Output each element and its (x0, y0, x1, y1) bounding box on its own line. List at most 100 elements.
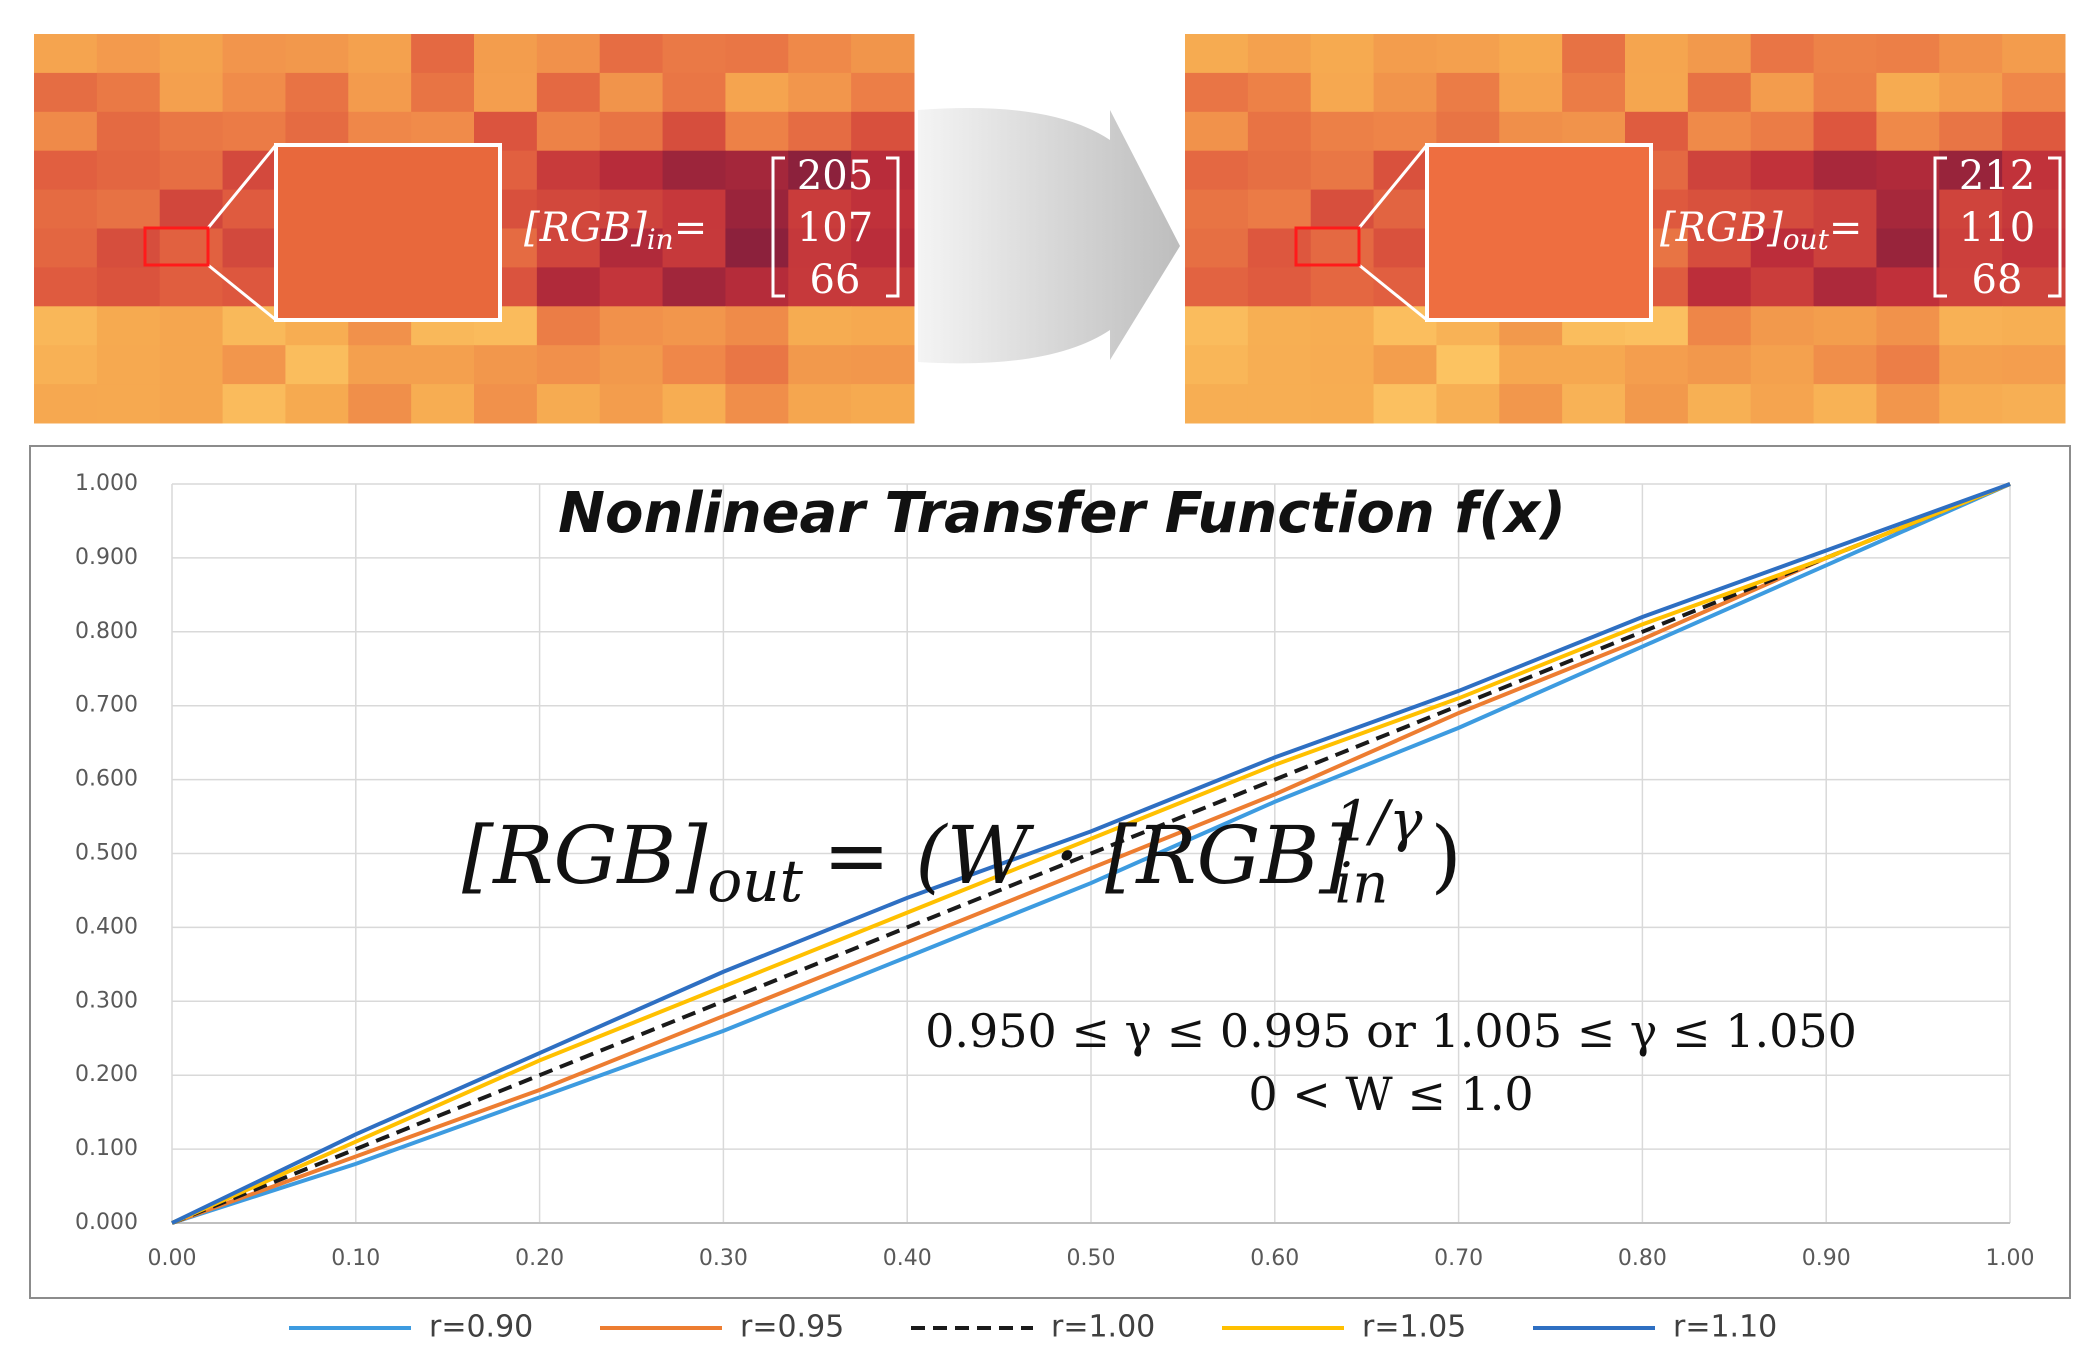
heat-cell (159, 34, 224, 74)
heat-cell (536, 267, 601, 307)
heat-cell (662, 228, 726, 268)
heat-cell (599, 306, 664, 346)
heat-cell (851, 345, 915, 385)
heat-cell (1373, 72, 1437, 113)
y-tick-label: 1.000 (75, 471, 138, 496)
heat-cell (1876, 384, 1940, 424)
heat-cell (662, 150, 726, 191)
heat-cell (1750, 384, 1815, 424)
heat-cell (1247, 306, 1312, 346)
heat-cell (1939, 306, 2003, 346)
heat-cell (2002, 384, 2066, 424)
heat-cell (1562, 34, 1626, 74)
heat-cell (1939, 72, 2003, 113)
heat-cell (1939, 34, 2003, 74)
heat-cell (96, 189, 161, 229)
heat-cell (1499, 384, 1563, 424)
heat-cell (788, 267, 852, 307)
heat-cell (159, 72, 224, 113)
heat-cell (599, 228, 664, 268)
chart-frame (29, 445, 2071, 1299)
heat-cell (1185, 34, 1249, 74)
heat-cell (725, 189, 789, 229)
heat-cell (96, 267, 161, 307)
heat-cell (1876, 306, 1940, 346)
heat-cell (159, 306, 224, 346)
heat-cell (1185, 111, 1249, 152)
heat-cell (34, 384, 98, 424)
heat-cell (788, 384, 852, 424)
heat-cell (1687, 228, 1752, 268)
heat-cell (851, 111, 915, 152)
heat-cell (536, 189, 601, 229)
heat-cell (1687, 150, 1752, 191)
heat-cell (34, 111, 98, 152)
x-tick-label: 0.60 (1250, 1246, 1299, 1271)
heat-cell (599, 345, 664, 385)
x-tick-label: 0.80 (1618, 1246, 1667, 1271)
heat-cell (1939, 189, 2003, 229)
matrix-bracket (886, 156, 900, 298)
heat-cell (1436, 345, 1500, 385)
heat-cell (536, 72, 601, 113)
formula-lhs-subscript: out (707, 847, 803, 915)
heat-cell (1185, 267, 1249, 307)
heat-cell (1310, 34, 1375, 74)
heat-cell (1687, 267, 1752, 307)
heat-cell (725, 384, 789, 424)
y-tick-label: 0.800 (75, 619, 138, 644)
heat-cell (1939, 228, 2003, 268)
heat-cell (662, 267, 726, 307)
heat-cell (599, 189, 664, 229)
constraint: 0 < W ≤ 1.0 (1248, 1067, 1533, 1121)
heat-cell (1813, 72, 1877, 113)
heat-cell (2002, 345, 2066, 385)
heat-cell (1813, 111, 1877, 152)
x-tick-label: 0.20 (515, 1246, 564, 1271)
heat-cell (536, 228, 601, 268)
y-tick-label: 0.600 (75, 767, 138, 792)
zoom-line (206, 144, 278, 229)
zoom-line (1358, 263, 1428, 322)
heat-cell (1939, 345, 2003, 385)
heat-cell (662, 72, 726, 113)
heat-cell (1939, 150, 2003, 191)
rgb-label-text: [RGB] (524, 205, 647, 251)
heat-cell (1185, 306, 1249, 346)
heat-cell (1247, 384, 1312, 424)
matrix-value: 110 (1959, 205, 2035, 251)
rgb-label-subscript: in (647, 223, 674, 256)
matrix-value: 212 (1959, 153, 2035, 199)
heat-cell (285, 72, 349, 113)
arrow (918, 108, 1180, 364)
heat-cell (159, 111, 224, 152)
rgb-label-equals: = (674, 205, 708, 251)
heat-cell (1247, 150, 1312, 191)
heat-cell (1185, 72, 1249, 113)
heat-cell (1436, 72, 1500, 113)
heat-cell (96, 345, 161, 385)
heat-cell (1750, 267, 1815, 307)
heat-cell (788, 111, 852, 152)
zoom-box (1425, 143, 1653, 322)
heat-cell (285, 34, 349, 74)
heat-cell (411, 72, 475, 113)
heat-cell (222, 34, 286, 74)
heat-cell (599, 72, 664, 113)
heat-cell (1247, 111, 1312, 152)
heat-cell (1247, 34, 1312, 74)
matrix-value: 205 (797, 153, 873, 199)
heat-cell (1750, 189, 1815, 229)
chart: 0.0000.1000.2000.3000.4000.5000.6000.700… (75, 471, 2034, 1271)
heat-cell (1185, 345, 1249, 385)
heat-cell (1625, 345, 1689, 385)
heat-cell (788, 72, 852, 113)
x-tick-label: 0.70 (1434, 1246, 1483, 1271)
heat-cell (96, 228, 161, 268)
heat-cell (851, 34, 915, 74)
heat-cell (1687, 111, 1752, 152)
series-line (171, 482, 2011, 1225)
heat-cell (348, 384, 412, 424)
heat-cell (474, 345, 538, 385)
heat-cell (662, 34, 726, 74)
